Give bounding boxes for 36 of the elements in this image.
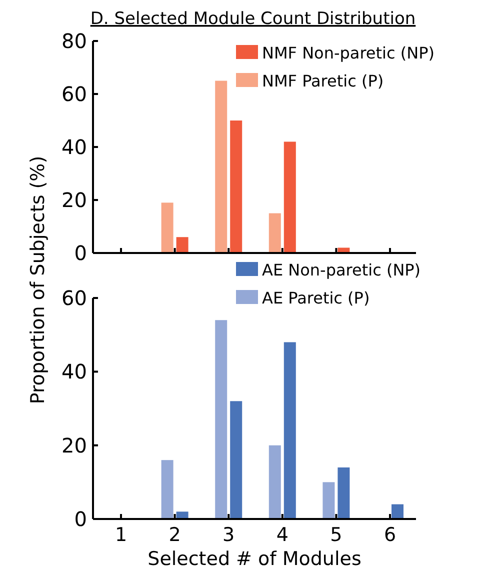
x-tick-label: 6 bbox=[384, 524, 396, 546]
bar bbox=[338, 467, 350, 519]
legend-label: AE Paretic (P) bbox=[262, 288, 370, 308]
y-tick-label: 60 bbox=[62, 82, 87, 106]
y-tick-label: 0 bbox=[74, 507, 87, 531]
chart-title: D. Selected Module Count Distribution bbox=[90, 9, 416, 29]
bar bbox=[322, 482, 335, 519]
x-tick-label: 2 bbox=[168, 524, 181, 546]
bar bbox=[215, 80, 228, 253]
bar bbox=[176, 237, 188, 253]
y-tick-label: 40 bbox=[62, 135, 87, 159]
bar bbox=[268, 213, 281, 253]
bar bbox=[161, 460, 174, 519]
y-axis-title: Proportion of Subjects (%) bbox=[27, 156, 49, 404]
bar bbox=[392, 504, 404, 519]
x-tick-label: 3 bbox=[222, 524, 235, 546]
y-tick-label: 40 bbox=[62, 360, 87, 384]
x-tick-label: 5 bbox=[330, 524, 342, 546]
y-tick-label: 0 bbox=[74, 241, 87, 265]
bar bbox=[284, 142, 296, 253]
bar bbox=[268, 445, 281, 519]
y-tick-label: 20 bbox=[62, 188, 87, 212]
bar bbox=[284, 342, 296, 519]
x-tick-label: 4 bbox=[276, 524, 288, 546]
y-tick-label: 60 bbox=[62, 286, 87, 310]
x-axis-title: Selected # of Modules bbox=[148, 548, 362, 568]
bar bbox=[230, 120, 242, 253]
legend-label: NMF Paretic (P) bbox=[262, 72, 384, 91]
y-tick-label: 20 bbox=[62, 433, 87, 458]
legend-label: AE Non-paretic (NP) bbox=[262, 260, 421, 280]
x-tick-label: 1 bbox=[114, 524, 128, 546]
bar bbox=[230, 401, 242, 519]
y-tick-label: 80 bbox=[62, 29, 87, 53]
bar bbox=[215, 320, 228, 519]
legend-label: NMF Non-paretic (NP) bbox=[262, 44, 434, 63]
bar bbox=[161, 202, 174, 253]
